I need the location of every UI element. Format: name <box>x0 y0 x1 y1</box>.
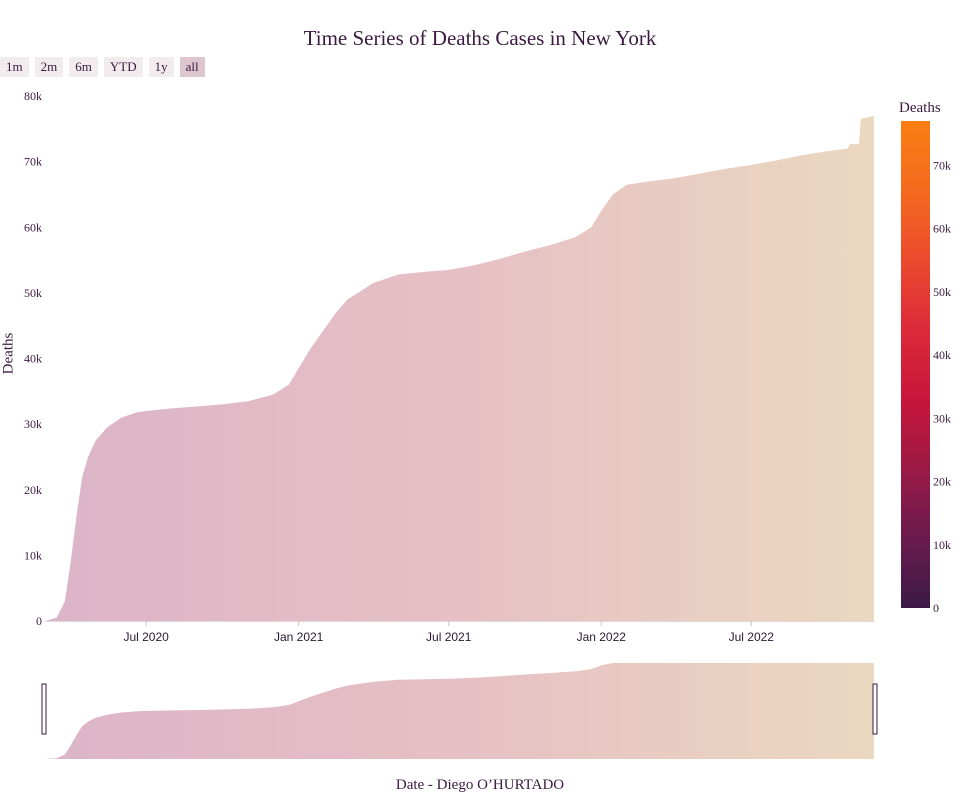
colorbar-scale <box>901 121 930 608</box>
y-tick-label: 60k <box>24 220 42 234</box>
colorbar-tick-label: 10k <box>933 538 951 552</box>
y-tick-label: 50k <box>24 286 42 300</box>
colorbar-title: Deaths <box>899 100 941 116</box>
colorbar: 0 10k 20k 30k 40k 50k 60k 70k <box>901 121 951 615</box>
range-button-ytd[interactable]: YTD <box>103 57 143 77</box>
colorbar-tick-label: 20k <box>933 475 951 489</box>
chart-title: Time Series of Deaths Cases in New York <box>303 26 657 50</box>
colorbar-tick-label: 60k <box>933 222 951 236</box>
x-tick-label: Jan 2022 <box>577 630 627 644</box>
colorbar-tick-label: 50k <box>933 285 951 299</box>
colorbar-tick-label: 40k <box>933 348 951 362</box>
range-button-1y[interactable]: 1y <box>148 57 174 77</box>
y-tick-label: 80k <box>24 89 42 103</box>
y-tick-label: 0 <box>36 614 42 628</box>
colorbar-tick-label: 30k <box>933 411 951 425</box>
y-axis-title: Deaths <box>0 332 17 375</box>
main-plot: 0 10k 20k 30k 40k 50k 60k 70k 80k Jul 2020 Jan 202… <box>24 89 874 644</box>
range-button-all[interactable]: all <box>179 57 205 77</box>
y-tick-label: 30k <box>24 417 42 431</box>
range-slider-area <box>45 663 874 759</box>
x-tick-label: Jan 2021 <box>274 630 324 644</box>
x-tick-label: Jul 2021 <box>426 630 472 644</box>
x-tick-label: Jul 2020 <box>123 630 169 644</box>
colorbar-tick-label: 70k <box>933 158 951 172</box>
range-button-1m[interactable]: 1m <box>0 57 29 77</box>
y-tick-label: 10k <box>24 548 42 562</box>
colorbar-tick-label: 0 <box>933 601 939 615</box>
x-tick-label: Jul 2022 <box>729 630 775 644</box>
range-slider-left-handle[interactable] <box>41 683 47 735</box>
deaths-area-series <box>45 115 874 621</box>
range-slider-right-handle[interactable] <box>872 683 878 735</box>
range-selector: 1m 2m 6m YTD 1y all <box>0 57 205 77</box>
y-tick-label: 70k <box>24 155 42 169</box>
range-button-2m[interactable]: 2m <box>34 57 64 77</box>
range-button-6m[interactable]: 6m <box>69 57 98 77</box>
y-tick-label: 40k <box>24 352 42 366</box>
x-axis-title: Date - Diego O’HURTADO <box>395 777 565 793</box>
range-slider <box>41 663 878 759</box>
y-tick-label: 20k <box>24 483 42 497</box>
